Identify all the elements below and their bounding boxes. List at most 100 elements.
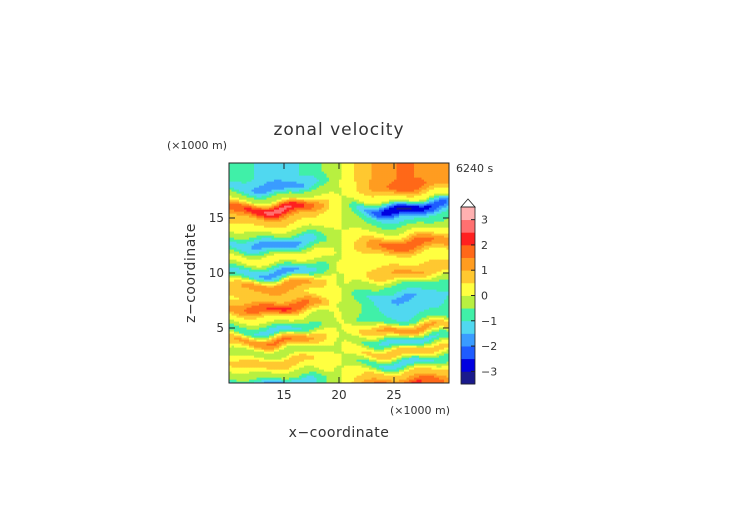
field-cell xyxy=(281,379,285,382)
field-cell xyxy=(331,281,335,284)
field-cell xyxy=(401,363,405,366)
field-cell xyxy=(369,291,373,294)
field-cell xyxy=(244,319,248,322)
field-cell xyxy=(429,337,433,340)
field-cell xyxy=(406,279,410,282)
field-cell xyxy=(349,311,353,314)
field-cell xyxy=(369,361,373,364)
field-cell xyxy=(444,317,448,320)
field-cell xyxy=(326,353,330,356)
field-cell xyxy=(356,343,360,346)
field-cell xyxy=(376,279,380,282)
field-cell xyxy=(394,315,398,318)
field-cell xyxy=(254,345,258,348)
field-cell xyxy=(341,277,345,280)
field-cell xyxy=(326,357,330,360)
field-cell xyxy=(321,277,325,280)
field-cell xyxy=(334,335,338,338)
field-cell xyxy=(294,305,298,308)
field-cell xyxy=(239,353,243,356)
field-cell xyxy=(271,377,275,380)
field-cell xyxy=(354,303,358,306)
field-cell xyxy=(344,331,348,334)
field-cell xyxy=(419,379,423,382)
field-cell xyxy=(341,275,345,278)
field-cell xyxy=(299,369,303,372)
field-cell xyxy=(361,339,365,342)
field-cell xyxy=(311,359,315,362)
field-cell xyxy=(271,343,275,346)
field-cell xyxy=(389,371,393,374)
field-cell xyxy=(409,293,413,296)
field-cell xyxy=(414,371,418,374)
field-cell xyxy=(324,275,328,278)
field-cell xyxy=(279,333,283,336)
field-cell xyxy=(254,313,258,316)
field-cell xyxy=(381,295,385,298)
field-cell xyxy=(286,321,290,324)
field-cell xyxy=(249,287,253,290)
field-cell xyxy=(241,293,245,296)
field-cell xyxy=(334,349,338,352)
field-cell xyxy=(274,379,278,382)
field-cell xyxy=(261,315,265,318)
field-cell xyxy=(296,315,300,318)
field-cell xyxy=(301,277,305,280)
field-cell xyxy=(289,359,293,362)
field-cell xyxy=(416,329,420,332)
field-cell xyxy=(299,349,303,352)
field-cell xyxy=(411,375,415,378)
field-cell xyxy=(256,323,260,326)
field-cell xyxy=(244,337,248,340)
field-cell xyxy=(269,301,273,304)
field-cell xyxy=(416,307,420,310)
field-cell xyxy=(391,327,395,330)
field-cell xyxy=(421,333,425,336)
field-cell xyxy=(241,343,245,346)
field-cell xyxy=(386,309,390,312)
field-cell xyxy=(446,349,449,352)
field-cell xyxy=(299,291,303,294)
field-cell xyxy=(326,373,330,376)
field-cell xyxy=(251,291,255,294)
field-cell xyxy=(279,275,283,278)
field-cell xyxy=(234,369,238,372)
field-cell xyxy=(349,297,353,300)
field-cell xyxy=(239,295,243,298)
field-cell xyxy=(319,307,323,310)
field-cell xyxy=(259,359,263,362)
field-cell xyxy=(366,363,370,366)
field-cell xyxy=(334,317,338,320)
field-cell xyxy=(304,363,308,366)
field-cell xyxy=(429,365,433,368)
field-cell xyxy=(439,379,443,382)
field-cell xyxy=(439,351,443,354)
field-cell xyxy=(291,277,295,280)
field-cell xyxy=(376,357,380,360)
field-cell xyxy=(281,355,285,358)
field-cell xyxy=(361,325,365,328)
field-cell xyxy=(376,285,380,288)
field-cell xyxy=(274,359,278,362)
field-cell xyxy=(251,367,255,370)
field-cell xyxy=(249,295,253,298)
field-cell xyxy=(239,381,243,383)
field-cell xyxy=(366,331,370,334)
field-cell xyxy=(314,341,318,344)
field-cell xyxy=(309,335,313,338)
field-cell xyxy=(301,315,305,318)
field-cell xyxy=(291,301,295,304)
field-cell xyxy=(359,329,363,332)
field-cell xyxy=(309,277,313,280)
field-cell xyxy=(309,373,313,376)
field-cell xyxy=(436,313,440,316)
field-cell xyxy=(436,281,440,284)
field-cell xyxy=(376,381,380,383)
field-cell xyxy=(381,293,385,296)
field-cell xyxy=(264,277,268,280)
field-cell xyxy=(251,343,255,346)
field-cell xyxy=(406,327,410,330)
field-cell xyxy=(319,313,323,316)
field-cell xyxy=(299,323,303,326)
field-cell xyxy=(431,351,435,354)
